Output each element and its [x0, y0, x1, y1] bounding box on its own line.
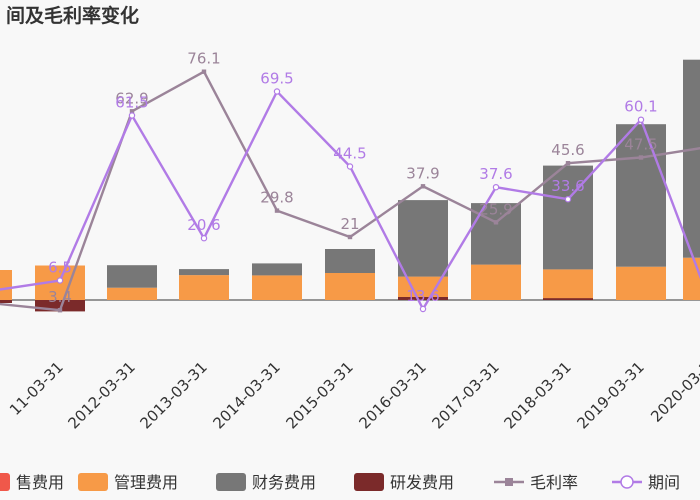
legend-swatch-1: [78, 473, 108, 491]
legend-marker-4: [505, 478, 513, 486]
legend-label-3: 研发费用: [390, 473, 454, 492]
chart-title: 间及毛利率变化: [6, 4, 139, 27]
bar-rnd-7: [543, 298, 593, 300]
legend-marker-5: [620, 475, 634, 489]
data-label-period-5: 13.6: [406, 287, 439, 305]
legend-label-1: 管理费用: [114, 473, 178, 492]
bar-fin-3: [252, 263, 302, 276]
data-label-gross-4: 21: [340, 215, 359, 233]
data-label-period-0: 6.5: [48, 259, 72, 277]
x-tick-label-9: 2020-03-3: [647, 358, 700, 426]
legend-swatch-2: [216, 473, 246, 491]
data-label-period-7: 33.6: [551, 177, 584, 195]
legend-label-5: 期间: [648, 473, 680, 492]
bar-mgmt-3: [252, 275, 302, 300]
point-gross-0: [57, 308, 63, 313]
point-period-5: [419, 305, 427, 313]
data-labels-layer: 3.462.976.129.82137.925.945.647.556.561.…: [48, 50, 658, 307]
point-gross-1: [129, 109, 135, 114]
x-tick-label-4: 2015-03-31: [282, 358, 356, 432]
legend-label-2: 财务费用: [252, 473, 316, 492]
x-tick-labels: 11-03-312012-03-312013-03-312014-03-3120…: [6, 358, 700, 432]
bar-mgmt-6: [471, 264, 521, 300]
legend-swatch-0: [0, 473, 10, 491]
point-gross-5: [420, 184, 426, 189]
data-label-period-6: 37.6: [479, 165, 512, 183]
data-label-gross-0: 3.4: [48, 288, 72, 306]
bar-fin-2: [179, 269, 229, 276]
x-tick-label-5: 2016-03-31: [355, 358, 429, 432]
bar-fin-4: [325, 249, 375, 273]
bars-layer: [0, 59, 700, 312]
bar-mgmt-4: [325, 273, 375, 300]
x-tick-label-6: 2017-03-31: [428, 358, 502, 432]
data-label-gross-2: 76.1: [187, 50, 220, 68]
bar-mgmt-partial: [0, 270, 12, 300]
bar-mgmt-1: [107, 287, 157, 300]
bar-mgmt-8: [616, 266, 666, 300]
bar-fin-7: [543, 165, 593, 270]
point-gross-4: [347, 234, 353, 240]
bar-mgmt-2: [179, 275, 229, 300]
data-label-gross-1: 62.9: [115, 89, 148, 107]
bar-rnd-5: [398, 297, 448, 300]
data-label-period-1: 61.5: [115, 94, 148, 112]
data-label-period-4: 44.5: [333, 145, 366, 163]
legend-label-4: 毛利率: [530, 473, 578, 492]
x-tick-label-7: 2018-03-31: [500, 358, 574, 432]
point-gross-7: [565, 161, 571, 166]
bar-fin-5: [398, 200, 448, 277]
point-period-6: [492, 183, 500, 191]
point-period-4: [346, 163, 354, 170]
bar-fin-9: [683, 59, 700, 258]
legend: 售费用 管理费用 财务费用 研发费用 毛利率 期间: [0, 473, 680, 492]
bar-mgmt-9: [683, 257, 700, 300]
point-gross-8: [638, 155, 644, 160]
point-period-1: [128, 112, 136, 119]
point-period-7: [564, 195, 572, 203]
data-label-gross-6: 25.9: [479, 200, 512, 218]
data-label-period-2: 20.6: [187, 216, 220, 234]
point-period-8: [637, 116, 645, 123]
data-label-gross-3: 29.8: [260, 189, 293, 207]
bar-rnd-partial: [0, 300, 12, 303]
data-label-period-3: 69.5: [260, 70, 293, 88]
legend-label-0: 售费用: [16, 473, 64, 492]
data-label-gross-8: 47.5: [624, 136, 657, 154]
x-tick-label-0: 11-03-31: [6, 358, 67, 419]
point-gross-3: [274, 208, 280, 213]
lines-layer: [0, 69, 700, 313]
bar-mgmt-7: [543, 269, 593, 300]
point-period-2: [200, 234, 208, 242]
bar-fin-8: [616, 124, 666, 267]
data-label-period-8: 60.1: [624, 98, 657, 116]
x-tick-label-2: 2013-03-31: [136, 358, 210, 432]
x-tick-label-8: 2019-03-31: [573, 358, 647, 432]
x-tick-label-3: 2014-03-31: [209, 358, 283, 432]
data-label-gross-7: 45.6: [551, 141, 584, 159]
point-gross-2: [201, 69, 207, 74]
data-label-gross-5: 37.9: [406, 164, 439, 182]
bar-fin-1: [107, 265, 157, 288]
x-tick-label-1: 2012-03-31: [64, 358, 138, 432]
point-period-0: [56, 277, 64, 284]
legend-swatch-3: [354, 473, 384, 491]
bar-rnd-0: [35, 300, 85, 312]
point-gross-6: [493, 220, 499, 225]
point-period-3: [273, 88, 281, 95]
